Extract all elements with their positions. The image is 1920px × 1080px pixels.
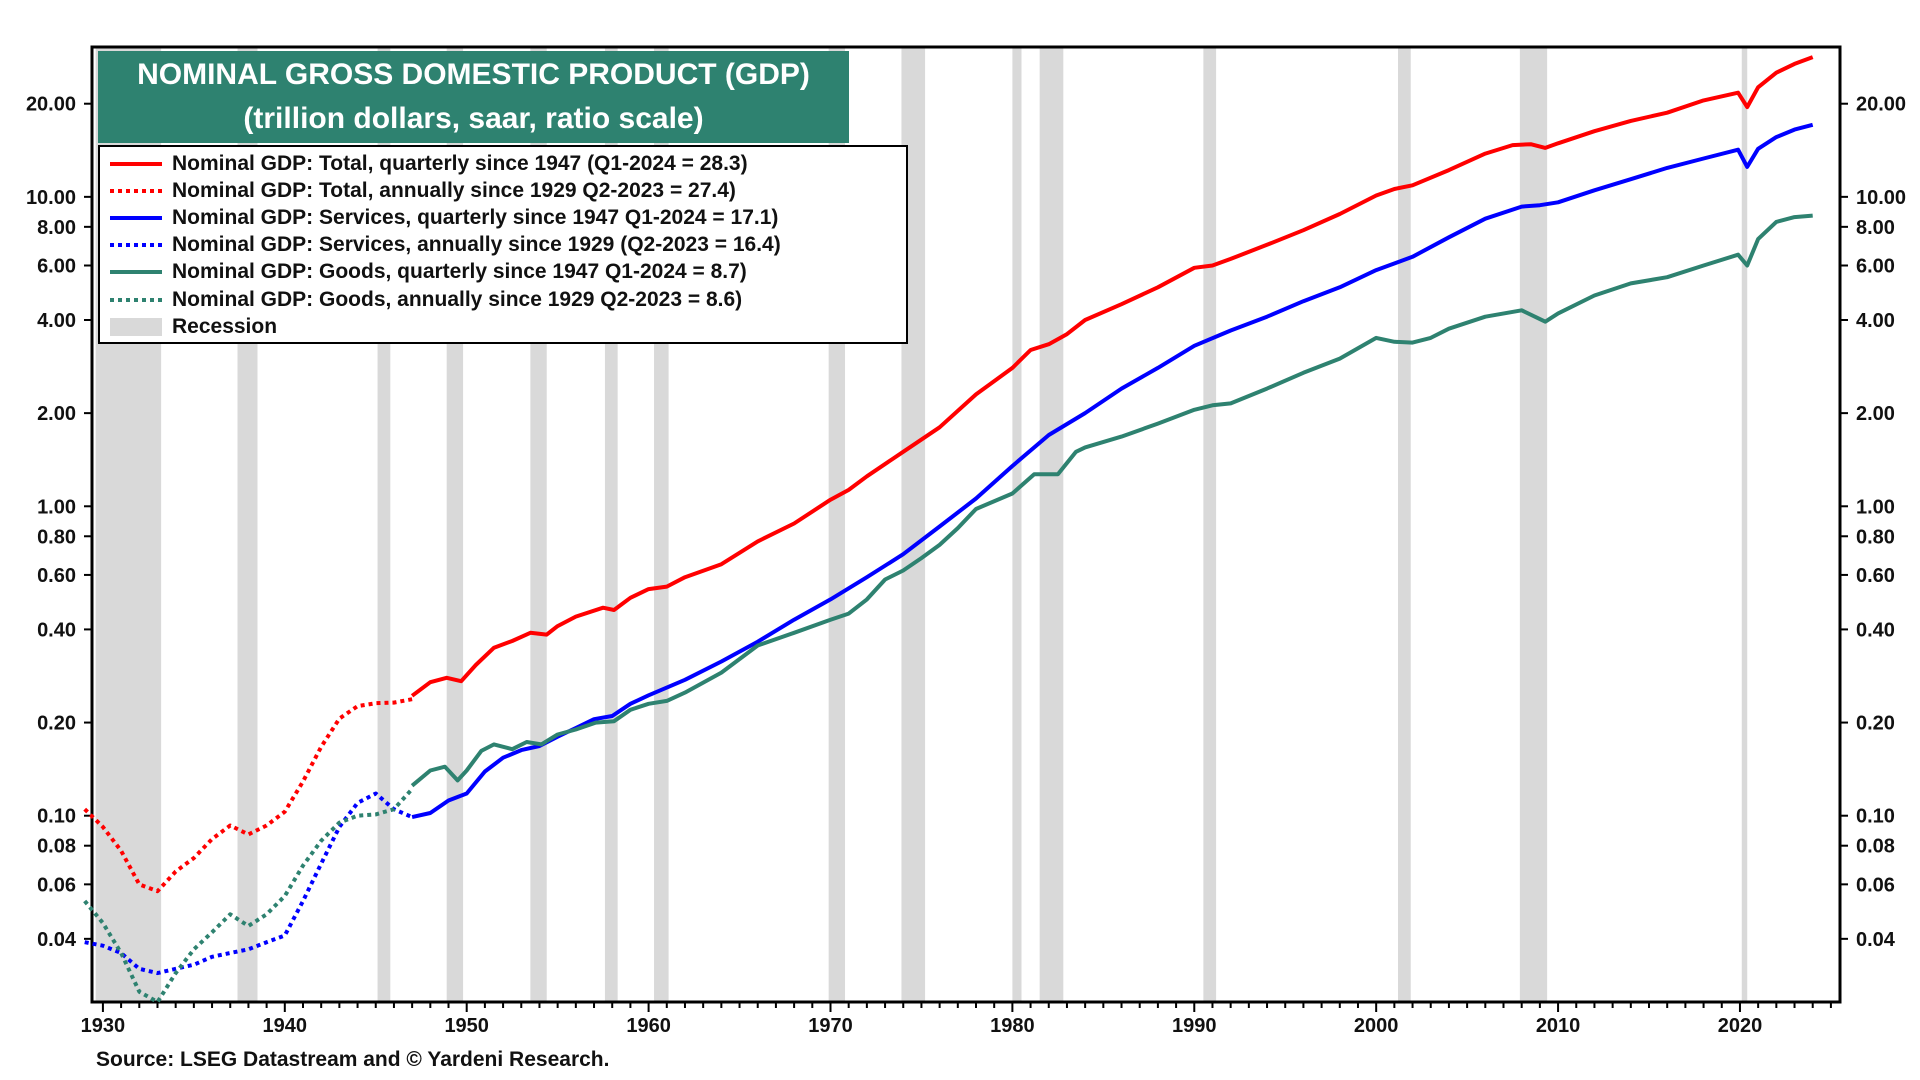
y-tick-label-left: 0.60 xyxy=(37,565,76,587)
x-tick-label: 1940 xyxy=(263,1015,308,1037)
y-tick-label-left: 0.40 xyxy=(37,619,76,641)
chart-title: NOMINAL GROSS DOMESTIC PRODUCT (GDP) (tr… xyxy=(98,51,849,143)
legend-label: Nominal GDP: Services, annually since 19… xyxy=(172,233,781,257)
legend-item-total-quarterly: Nominal GDP: Total, quarterly since 1947… xyxy=(110,150,906,177)
legend-swatch-recession xyxy=(110,317,162,336)
recession-band xyxy=(1519,47,1548,1002)
y-tick-label-right: 20.00 xyxy=(1856,94,1906,116)
y-tick-label-right: 0.10 xyxy=(1856,806,1895,828)
y-tick-label-left: 0.06 xyxy=(37,874,76,896)
recession-band xyxy=(1039,47,1064,1002)
series-line-goods-annually-since-1929 xyxy=(83,787,414,1004)
y-tick-label-right: 0.20 xyxy=(1856,713,1895,735)
legend-swatch-services-annual xyxy=(110,243,162,248)
y-tick-label-left: 0.10 xyxy=(37,806,76,828)
x-tick-label: 2000 xyxy=(1354,1015,1399,1037)
x-tick-label: 1930 xyxy=(81,1015,126,1037)
legend-swatch-services-quarterly xyxy=(110,215,162,220)
y-tick-label-left: 2.00 xyxy=(37,403,76,425)
axes xyxy=(84,45,1848,1012)
legend-label: Nominal GDP: Goods, annually since 1929 … xyxy=(172,287,743,311)
legend-label: Nominal GDP: Services, quarterly since 1… xyxy=(172,205,779,229)
y-tick-label-left: 1.00 xyxy=(37,496,76,518)
y-tick-label-left: 20.00 xyxy=(26,94,76,116)
series-lines xyxy=(83,55,1814,1004)
y-tick-label-left: 10.00 xyxy=(26,187,76,209)
source-note: Source: LSEG Datastream and © Yardeni Re… xyxy=(96,1048,610,1071)
legend-item-goods-annual: Nominal GDP: Goods, annually since 1929 … xyxy=(110,286,906,313)
y-tick-label-right: 0.04 xyxy=(1856,929,1896,951)
y-tick-label-left: 0.04 xyxy=(37,929,77,951)
legend-swatch-total-quarterly xyxy=(110,161,162,166)
y-tick-label-right: 1.00 xyxy=(1856,496,1895,518)
x-tick-label: 1990 xyxy=(1172,1015,1217,1037)
y-tick-label-right: 0.06 xyxy=(1856,874,1895,896)
recession-band xyxy=(1012,47,1022,1002)
recession-band xyxy=(1397,47,1411,1002)
chart-title-line1: NOMINAL GROSS DOMESTIC PRODUCT (GDP) xyxy=(137,58,810,91)
legend-label: Recession xyxy=(172,314,278,338)
y-tick-label-left: 8.00 xyxy=(37,217,76,239)
series-line-total-quarterly-since-1947 xyxy=(410,55,1814,698)
legend-swatch-goods-quarterly xyxy=(110,270,162,275)
legend-item-total-annual: Nominal GDP: Total, annually since 1929 … xyxy=(110,177,906,204)
legend: Nominal GDP: Total, quarterly since 1947… xyxy=(98,145,908,344)
legend-swatch-total-annual xyxy=(110,188,162,193)
legend-label: Nominal GDP: Goods, quarterly since 1947… xyxy=(172,260,747,284)
legend-item-services-quarterly: Nominal GDP: Services, quarterly since 1… xyxy=(110,204,906,231)
y-tick-label-left: 4.00 xyxy=(37,310,76,332)
y-tick-label-right: 0.08 xyxy=(1856,836,1895,858)
x-tick-label: 1950 xyxy=(444,1015,489,1037)
x-tick-label: 2010 xyxy=(1536,1015,1581,1037)
series-line-goods-quarterly-since-1947 xyxy=(410,213,1813,788)
y-tick-label-right: 10.00 xyxy=(1856,187,1906,209)
recession-band xyxy=(1203,47,1217,1002)
legend-label: Nominal GDP: Total, annually since 1929 … xyxy=(172,178,736,202)
recession-band xyxy=(1741,47,1748,1002)
y-tick-label-left: 0.80 xyxy=(37,526,76,548)
plot-frame xyxy=(90,45,1842,1004)
x-tick-label: 1970 xyxy=(808,1015,853,1037)
y-tick-label-right: 6.00 xyxy=(1856,256,1895,278)
x-tick-label: 1980 xyxy=(990,1015,1035,1037)
legend-swatch-goods-annual xyxy=(110,297,162,302)
y-tick-label-right: 2.00 xyxy=(1856,403,1895,425)
y-tick-label-right: 0.40 xyxy=(1856,619,1895,641)
y-tick-label-right: 0.80 xyxy=(1856,526,1895,548)
y-tick-label-right: 8.00 xyxy=(1856,217,1895,239)
x-tick-label: 1960 xyxy=(626,1015,671,1037)
y-tick-label-left: 0.08 xyxy=(37,836,76,858)
legend-item-services-annual: Nominal GDP: Services, annually since 19… xyxy=(110,232,906,259)
y-tick-label-right: 4.00 xyxy=(1856,310,1895,332)
tick-labels: 20.00 20.00 10.00 10.00 8.00 8.00 6.00 6.00 4.00… xyxy=(26,94,1906,1037)
y-tick-label-left: 0.20 xyxy=(37,713,76,735)
legend-item-recession: Recession xyxy=(110,313,906,340)
chart-title-line2: (trillion dollars, saar, ratio scale) xyxy=(243,102,704,135)
legend-label: Nominal GDP: Total, quarterly since 1947… xyxy=(172,151,748,175)
y-tick-label-left: 6.00 xyxy=(37,256,76,278)
x-tick-label: 2020 xyxy=(1718,1015,1763,1037)
legend-item-goods-quarterly: Nominal GDP: Goods, quarterly since 1947… xyxy=(110,259,906,286)
y-tick-label-right: 0.60 xyxy=(1856,565,1895,587)
